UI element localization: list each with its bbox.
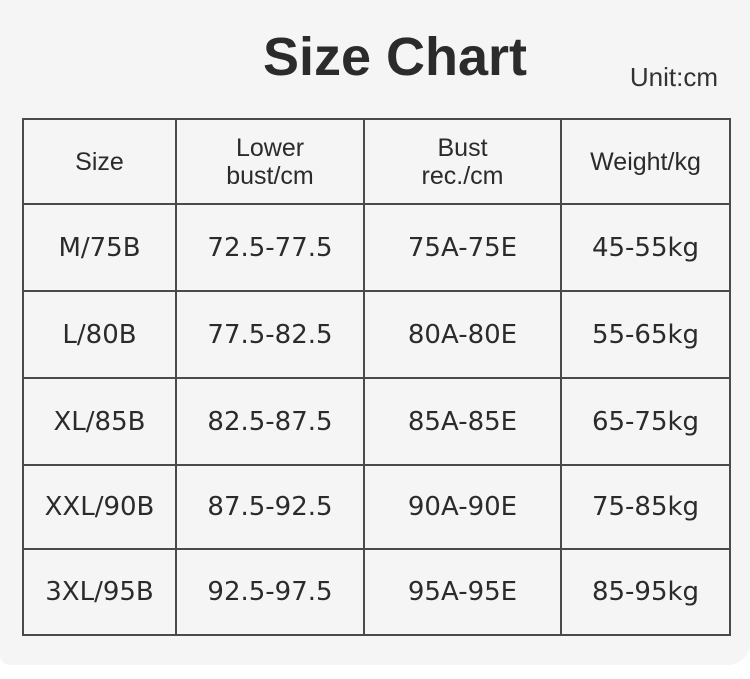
table-cell: 87.5-92.5 <box>175 464 365 550</box>
table-cell: 90A-90E <box>363 464 562 550</box>
table-cell: 55-65kg <box>560 290 731 379</box>
table-cell: XXL/90B <box>22 464 177 550</box>
table-row: 3XL/95B 92.5-97.5 95A-95E 85-95kg <box>22 548 731 636</box>
table-cell: L/80B <box>22 290 177 379</box>
header-cell: Bust rec./cm <box>363 118 562 205</box>
table-cell: 92.5-97.5 <box>175 548 365 636</box>
table-row: XXL/90B 87.5-92.5 90A-90E 75-85kg <box>22 464 731 550</box>
table-cell: 45-55kg <box>560 203 731 292</box>
table-row: XL/85B 82.5-87.5 85A-85E 65-75kg <box>22 377 731 466</box>
table-cell: XL/85B <box>22 377 177 466</box>
table-cell: 82.5-87.5 <box>175 377 365 466</box>
table-row: M/75B 72.5-77.5 75A-75E 45-55kg <box>22 203 731 292</box>
page-title: Size Chart <box>262 27 528 87</box>
table-cell: M/75B <box>22 203 177 292</box>
size-table: Size Lower bust/cm Bust rec./cm Weight/k… <box>22 118 731 636</box>
table-cell: 85-95kg <box>560 548 731 636</box>
table-cell: 95A-95E <box>363 548 562 636</box>
header-cell: Lower bust/cm <box>175 118 365 205</box>
table-row: L/80B 77.5-82.5 80A-80E 55-65kg <box>22 290 731 379</box>
header-cell: Weight/kg <box>560 118 731 205</box>
table-cell: 80A-80E <box>363 290 562 379</box>
table-cell: 75-85kg <box>560 464 731 550</box>
table-cell: 85A-85E <box>363 377 562 466</box>
table-cell: 72.5-77.5 <box>175 203 365 292</box>
table-cell: 75A-75E <box>363 203 562 292</box>
table-cell: 77.5-82.5 <box>175 290 365 379</box>
header-row: Size Lower bust/cm Bust rec./cm Weight/k… <box>22 118 731 205</box>
table-cell: 3XL/95B <box>22 548 177 636</box>
table-cell: 65-75kg <box>560 377 731 466</box>
unit-label: Unit:cm <box>629 62 718 92</box>
header-cell: Size <box>22 118 177 205</box>
